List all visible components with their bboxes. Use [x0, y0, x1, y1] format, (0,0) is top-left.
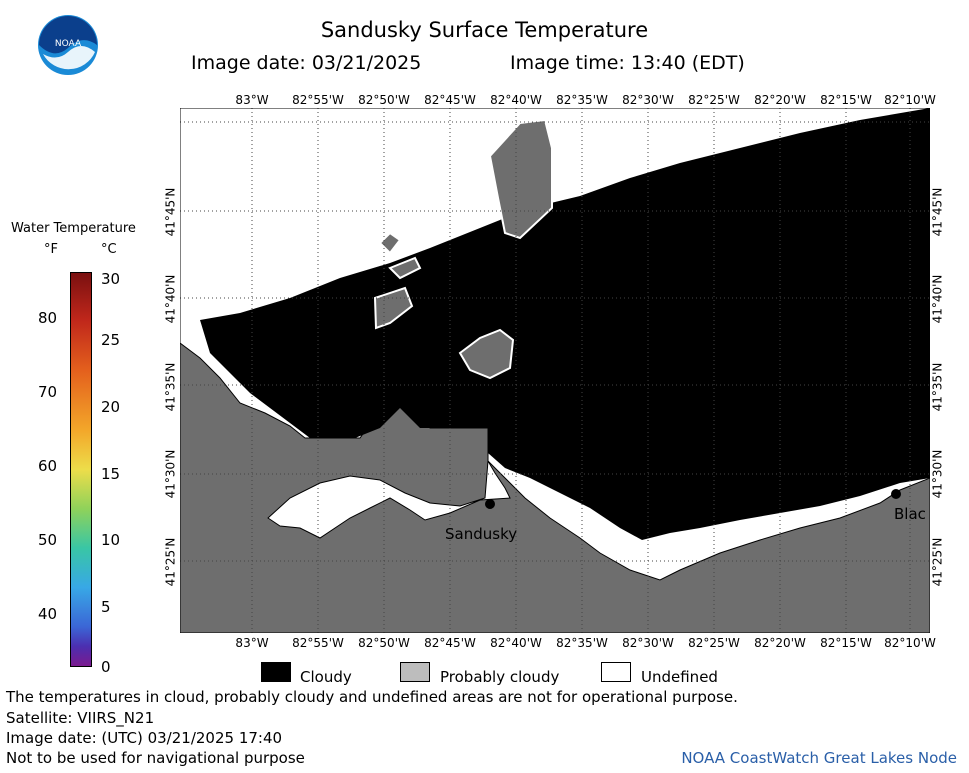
lon-tick-top: 83°W: [235, 93, 269, 107]
lon-tick-bottom: 82°20'W: [754, 636, 806, 650]
lon-tick-bottom: 82°55'W: [292, 636, 344, 650]
lon-tick-bottom: 82°25'W: [688, 636, 740, 650]
lon-tick-bottom: 82°35'W: [556, 636, 608, 650]
lon-tick-top: 82°40'W: [490, 93, 542, 107]
lon-tick-bottom: 82°50'W: [358, 636, 410, 650]
place-label-sandusky: Sandusky: [445, 525, 518, 543]
sandusky-bay: [267, 459, 511, 539]
map-title: Sandusky Surface Temperature: [320, 18, 649, 42]
colorbar-title: Water Temperature: [11, 221, 136, 236]
navigation-warning: Not to be used for navigational purpose: [6, 749, 305, 767]
lon-tick-top: 82°30'W: [622, 93, 674, 107]
key-label-probably-cloudy: Probably cloudy: [440, 668, 560, 686]
lon-tick-bottom: 82°45'W: [424, 636, 476, 650]
lat-tick-right: 41°25'N: [930, 537, 945, 587]
lon-tick-bottom: 82°40'W: [490, 636, 542, 650]
colorbar-tick-f: 60: [38, 457, 58, 475]
key-swatch-probably-cloudy: [400, 662, 430, 682]
lon-tick-top: 82°35'W: [556, 93, 608, 107]
lon-tick-top: 82°25'W: [688, 93, 740, 107]
map-panel: [180, 108, 930, 633]
colorbar-unit-f: °F: [44, 242, 58, 257]
lon-tick-bottom: 82°30'W: [622, 636, 674, 650]
lat-tick-left: 41°25'N: [163, 537, 178, 587]
colorbar-tick-c: 15: [101, 465, 121, 483]
lon-tick-top: 82°50'W: [358, 93, 410, 107]
lat-tick-left: 41°40'N: [163, 274, 178, 324]
key-label-cloudy: Cloudy: [300, 668, 352, 686]
key-label-undefined: Undefined: [641, 668, 718, 686]
colorbar-tick-f: 50: [38, 531, 58, 549]
lat-tick-right: 41°35'N: [930, 362, 945, 412]
lat-tick-left: 41°45'N: [163, 187, 178, 237]
probably-cloudy-area: [378, 231, 402, 255]
colorbar-unit-c: °C: [101, 242, 117, 257]
colorbar-tick-c: 10: [101, 531, 121, 549]
lon-tick-top: 82°55'W: [292, 93, 344, 107]
graticule: [180, 108, 930, 633]
colorbar-tick-c: 5: [101, 598, 111, 616]
lat-tick-right: 41°40'N: [930, 274, 945, 324]
key-swatch-cloudy: [261, 662, 291, 682]
disclaimer: The temperatures in cloud, probably clou…: [6, 688, 738, 706]
cloudy-area: [200, 108, 930, 540]
place-marker: [891, 489, 901, 499]
credit-link[interactable]: NOAA CoastWatch Great Lakes Node: [681, 749, 957, 767]
place-marker: [485, 499, 495, 509]
satellite-info: Satellite: VIIRS_N21: [6, 709, 155, 727]
svg-text:NOAA: NOAA: [55, 39, 82, 49]
lon-tick-top: 82°20'W: [754, 93, 806, 107]
lon-tick-bottom: 83°W: [235, 636, 269, 650]
lat-tick-right: 41°30'N: [930, 449, 945, 499]
image-date: Image date: 03/21/2025: [191, 52, 422, 74]
colorbar-tick-c: 0: [101, 658, 111, 676]
colorbar-tick-c: 20: [101, 398, 121, 416]
noaa-logo: NOAA: [38, 15, 98, 75]
lon-tick-top: 82°45'W: [424, 93, 476, 107]
lon-tick-top: 82°10'W: [884, 93, 936, 107]
lon-tick-bottom: 82°10'W: [884, 636, 936, 650]
colorbar-tick-f: 80: [38, 309, 58, 327]
probably-cloudy-area: [458, 328, 515, 380]
lat-tick-left: 41°30'N: [163, 449, 178, 499]
key-swatch-undefined: [601, 662, 631, 682]
colorbar-tick-c: 25: [101, 331, 121, 349]
lat-tick-left: 41°35'N: [163, 362, 178, 412]
colorbar-tick-f: 70: [38, 383, 58, 401]
probably-cloudy-area: [388, 256, 422, 280]
land-south-shore: [180, 342, 930, 633]
lon-tick-bottom: 82°15'W: [820, 636, 872, 650]
lat-tick-right: 41°45'N: [930, 187, 945, 237]
place-label-blac: Blac: [894, 505, 926, 523]
lon-tick-top: 82°15'W: [820, 93, 872, 107]
colorbar-tick-c: 30: [101, 270, 121, 288]
colorbar-tick-f: 40: [38, 605, 58, 623]
colorbar: [70, 272, 92, 667]
image-time: Image time: 13:40 (EDT): [510, 52, 745, 74]
utc-date: Image date: (UTC) 03/21/2025 17:40: [6, 729, 283, 747]
